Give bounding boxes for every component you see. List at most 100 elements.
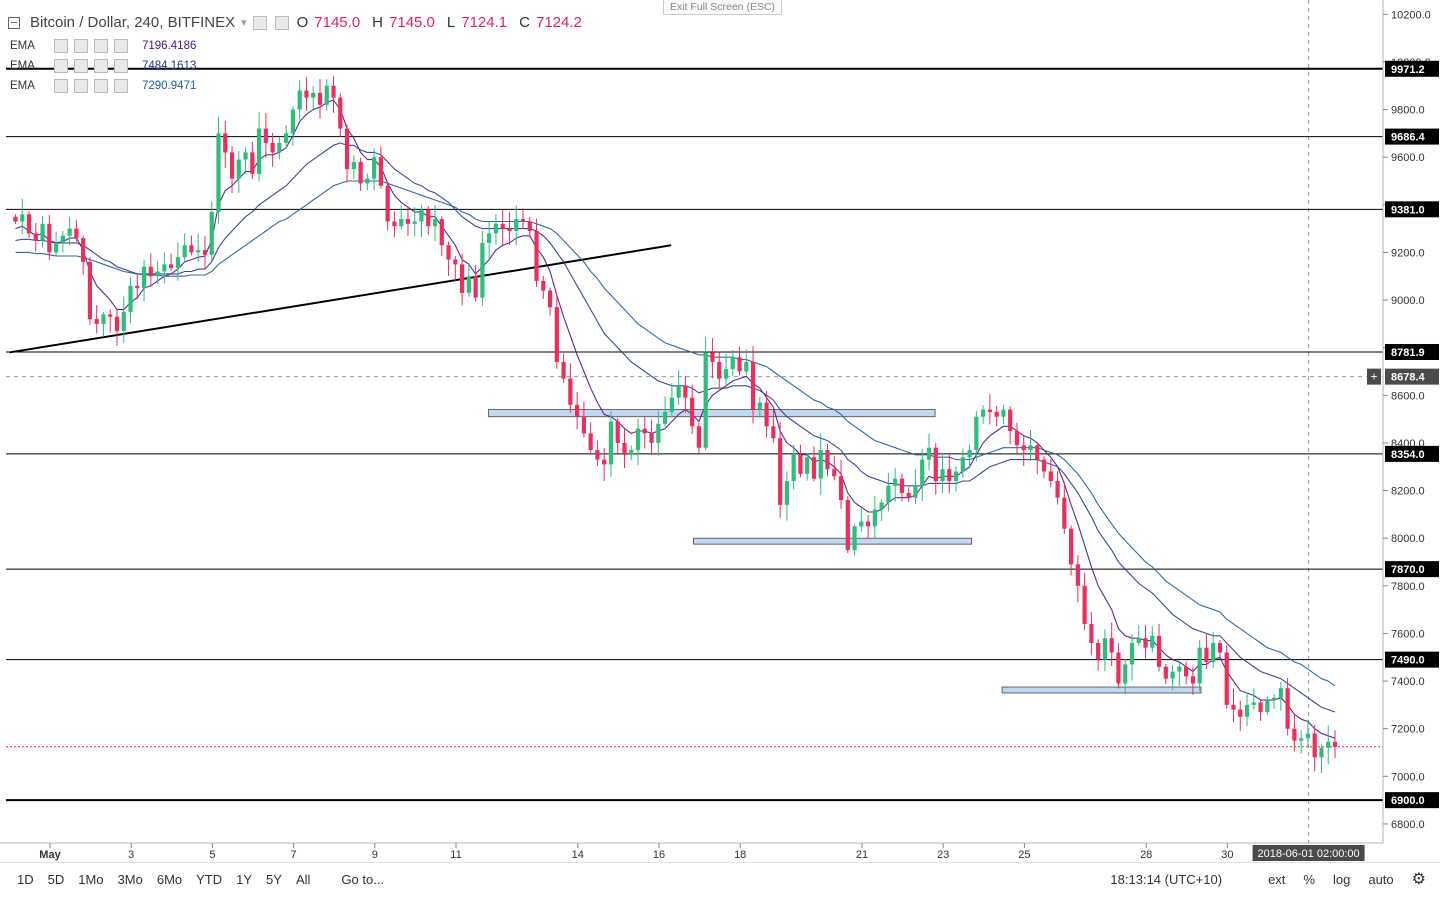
candle-body — [141, 266, 147, 289]
candle-body — [1285, 688, 1290, 729]
candle-body — [981, 409, 986, 417]
candle-body — [534, 230, 539, 281]
collapse-icon[interactable] — [8, 16, 20, 29]
ema-legend-2[interactable]: EMA 7484.1613 — [10, 59, 196, 73]
open-label: O — [296, 14, 309, 31]
percent-toggle[interactable]: % — [1303, 871, 1315, 887]
timeframe-all[interactable]: All — [295, 871, 311, 887]
candle-body — [1082, 585, 1087, 624]
candle-body — [940, 469, 945, 482]
candle-body — [1041, 459, 1047, 472]
ema-legend-1[interactable]: EMA 7196.4186 — [10, 39, 196, 53]
candle-body — [412, 221, 417, 224]
y-tick-label: 9000.0 — [1391, 295, 1425, 307]
candle-body — [899, 478, 905, 493]
candle-body — [500, 223, 505, 229]
ema-line — [15, 180, 1336, 687]
candle-body — [338, 97, 343, 129]
candle-body — [778, 438, 783, 505]
candle-body — [94, 319, 99, 324]
auto-toggle[interactable]: auto — [1368, 871, 1394, 887]
candle-body — [311, 92, 316, 98]
gear-icon[interactable]: ⚙ — [1411, 871, 1426, 888]
y-tick-label: 9200.0 — [1391, 247, 1425, 259]
candle-body — [730, 357, 735, 370]
candle-body — [520, 219, 526, 222]
timeframe-3mo[interactable]: 3Mo — [117, 871, 143, 887]
candle-body — [1028, 445, 1033, 451]
eye-icon[interactable] — [54, 39, 68, 53]
candle-body — [527, 221, 532, 231]
candle-body — [669, 397, 674, 412]
candle-body — [209, 211, 214, 255]
y-tick-label: 7000.0 — [1391, 771, 1425, 783]
x-tick-label: 25 — [1018, 849, 1030, 861]
candle-body — [906, 492, 911, 498]
timeframe-1mo[interactable]: 1Mo — [78, 871, 104, 887]
level-price-label: 9686.4 — [1391, 132, 1426, 144]
close-icon[interactable] — [114, 39, 128, 53]
candle-body — [588, 433, 593, 451]
candle-body — [229, 152, 235, 179]
eye-icon[interactable] — [252, 15, 267, 30]
ema-legend-3[interactable]: EMA 7290.9471 — [10, 79, 196, 93]
candle-body — [1021, 445, 1026, 451]
settings-icon[interactable] — [74, 79, 88, 93]
ext-toggle[interactable]: ext — [1268, 871, 1286, 887]
close-icon[interactable] — [114, 79, 128, 93]
candle-body — [764, 402, 769, 427]
grid-lines — [6, 0, 1383, 843]
candle-body — [1062, 497, 1067, 529]
settings-icon[interactable] — [74, 59, 88, 73]
eye-icon[interactable] — [54, 79, 68, 93]
level-price-label: 6900.0 — [1391, 795, 1425, 807]
candle-body — [480, 242, 485, 298]
close-icon[interactable] — [114, 59, 128, 73]
zone-rect — [693, 537, 973, 545]
candle-body — [169, 264, 174, 268]
timeframe-1d[interactable]: 1D — [17, 871, 34, 887]
chevron-down-icon[interactable]: ▾ — [241, 17, 247, 29]
level-price-label: 9971.2 — [1391, 64, 1425, 76]
candle-body — [493, 223, 499, 234]
candle-body — [324, 85, 329, 105]
timeframe-5y[interactable]: 5Y — [266, 871, 282, 887]
cursor-time-label: 2018-06-01 02:00:00 — [1258, 848, 1360, 860]
candle-body — [74, 228, 79, 239]
candle-body — [1048, 471, 1053, 482]
goto-button[interactable]: Go to... — [341, 871, 385, 887]
candle-body — [189, 245, 194, 253]
settings-icon[interactable] — [274, 15, 289, 30]
timeframe-6mo[interactable]: 6Mo — [156, 871, 183, 887]
candle-body — [615, 421, 620, 443]
y-tick-label: 7800.0 — [1391, 581, 1425, 593]
candle-body — [344, 128, 350, 170]
x-tick-label: 3 — [128, 849, 134, 861]
y-tick-label: 7200.0 — [1391, 724, 1425, 736]
log-toggle[interactable]: log — [1332, 871, 1351, 887]
candle-body — [818, 450, 823, 479]
candle-body — [1217, 642, 1223, 653]
add-icon[interactable] — [94, 39, 108, 53]
symbol-title[interactable]: Bitcoin / Dollar, 240, BITFINEX — [30, 14, 236, 31]
timeframe-ytd[interactable]: YTD — [196, 871, 223, 887]
candle-body — [1075, 564, 1080, 586]
candle-body — [378, 157, 383, 186]
add-icon[interactable] — [94, 79, 108, 93]
timeframe-1y[interactable]: 1Y — [236, 871, 253, 887]
settings-icon[interactable] — [74, 39, 88, 53]
eye-icon[interactable] — [54, 59, 68, 73]
exit-fullscreen-button[interactable]: Exit Full Screen (ESC) — [663, 0, 783, 15]
candle-body — [20, 214, 25, 222]
x-tick-label: 18 — [734, 849, 746, 861]
timeframe-5d[interactable]: 5D — [47, 871, 65, 887]
trendline-segment — [9, 244, 672, 354]
add-icon[interactable] — [94, 59, 108, 73]
candle-body — [1001, 409, 1006, 417]
candle-body — [419, 209, 424, 222]
price-chart[interactable]: 6800.0 7000.0 7200.0 7400.0 7600.0 7800.0 8000… — [0, 0, 1440, 862]
ema-line — [15, 99, 1336, 739]
ema-label: EMA — [10, 40, 35, 52]
candle-body — [426, 209, 431, 227]
candle-body — [487, 233, 492, 243]
